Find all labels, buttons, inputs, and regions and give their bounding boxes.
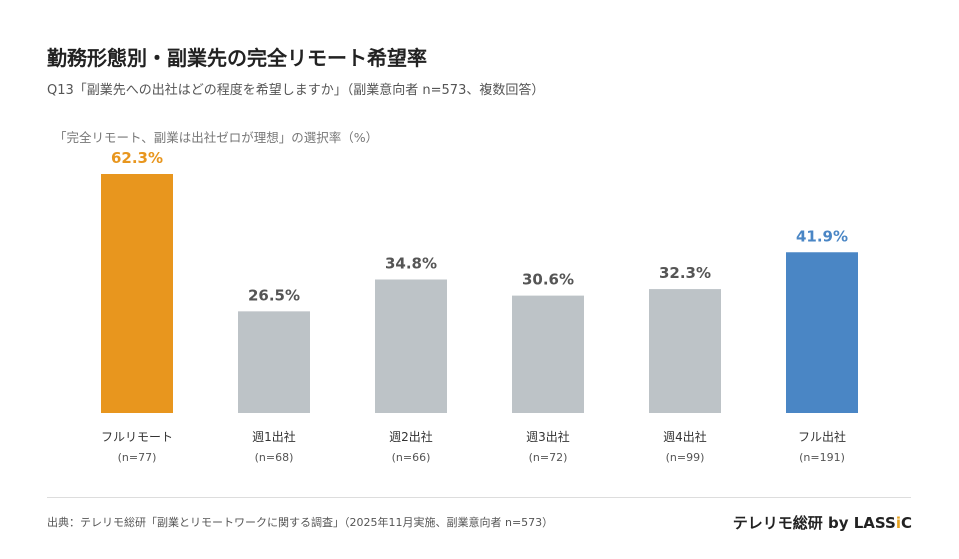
- source-note: 出典：テレリモ総研「副業とリモートワークに関する調査」（2025年11月実施、副…: [47, 516, 554, 529]
- data-label: 41.9%: [796, 227, 848, 245]
- bar-chart: 62.3% フルリモート (n=77) 26.5% 週1出社 (n=68) 34.8% 週2出…: [101, 149, 858, 464]
- data-label: 32.3%: [659, 264, 711, 282]
- page-subtitle: Q13「副業先への出社はどの程度を希望しますか」（副業意向者 n=573、複数回…: [47, 83, 545, 98]
- divider: [47, 497, 911, 498]
- sample-size-label: (n=68): [255, 451, 294, 464]
- sample-size-label: (n=66): [392, 451, 431, 464]
- bar: [786, 252, 858, 413]
- data-label: 30.6%: [522, 271, 574, 289]
- category-label: フル出社: [798, 429, 846, 444]
- category-label: 週1出社: [252, 429, 296, 444]
- bar: [375, 279, 447, 413]
- brand-logo: テレリモ総研 by LASSiC: [733, 512, 912, 533]
- data-label: 34.8%: [385, 254, 437, 272]
- page-title: 勤務形態別・副業先の完全リモート希望率: [47, 46, 427, 70]
- bar: [512, 295, 584, 413]
- sample-size-label: (n=77): [118, 451, 157, 464]
- bar: [101, 174, 173, 413]
- brand-text-end: C: [900, 514, 912, 532]
- bar: [238, 311, 310, 413]
- category-label: 週4出社: [663, 429, 707, 444]
- brand-accent: i: [895, 514, 901, 532]
- sample-size-label: (n=191): [799, 451, 845, 464]
- y-axis-label: 「完全リモート、副業は出社ゼロが理想」の選択率（%）: [54, 130, 379, 145]
- sample-size-label: (n=72): [529, 451, 568, 464]
- bar: [649, 289, 721, 413]
- brand-text: テレリモ総研 by LASS: [732, 514, 896, 532]
- sample-size-label: (n=99): [666, 451, 705, 464]
- category-label: 週3出社: [526, 429, 570, 444]
- data-label: 62.3%: [111, 149, 163, 167]
- category-label: 週2出社: [389, 429, 433, 444]
- category-label: フルリモート: [101, 430, 173, 444]
- data-label: 26.5%: [248, 286, 300, 304]
